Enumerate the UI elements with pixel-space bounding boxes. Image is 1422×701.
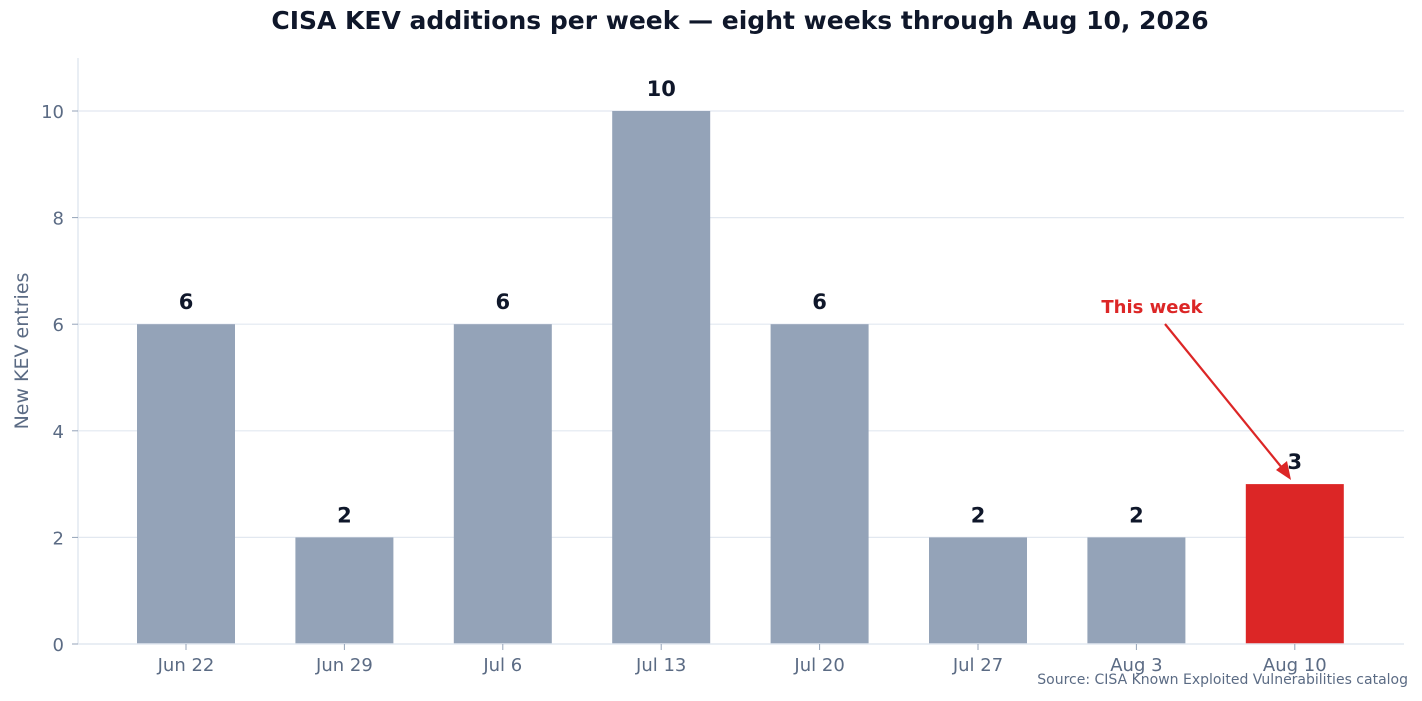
x-tick-label: Jun 22: [157, 655, 215, 676]
bar-value-label: 6: [812, 290, 827, 314]
bar-value-label: 6: [495, 290, 510, 314]
bar: [1087, 537, 1186, 644]
bar-value-label: 2: [971, 503, 986, 527]
bar: [612, 111, 711, 644]
bar-value-label: 6: [179, 290, 194, 314]
bar: [137, 324, 235, 644]
data-labels: 6 2 6 10 6 2 2 3: [179, 77, 1302, 527]
bar: [929, 537, 1027, 644]
annotation-arrowhead: [1276, 461, 1291, 480]
annotation: This week: [1101, 297, 1291, 480]
axes: 0 2 4 6 8 10 Jun 22 Jun 29 Jul 6 Jul 13 Jul 20 Jul …: [41, 58, 1404, 676]
x-tick-label: Aug 3: [1110, 655, 1162, 676]
bar-value-label: 3: [1287, 450, 1302, 474]
y-tick-label: 10: [41, 102, 64, 123]
gridlines: [78, 110, 1404, 539]
annotation-label: This week: [1101, 297, 1203, 318]
x-tick-label: Jul 13: [635, 655, 686, 676]
bar: [295, 537, 394, 644]
chart-title: CISA KEV additions per week — eight week…: [271, 6, 1209, 35]
x-tick-label: Jul 20: [793, 655, 844, 676]
bar: [770, 324, 869, 644]
x-tick-label: Aug 10: [1263, 655, 1327, 676]
x-tick-label: Jul 6: [482, 655, 522, 676]
bar: [453, 324, 552, 644]
y-tick-label: 0: [53, 635, 64, 656]
y-tick-label: 8: [53, 209, 64, 230]
bar-value-label: 2: [1129, 503, 1144, 527]
x-tick-label: Jun 29: [315, 655, 373, 676]
bar-value-label: 2: [337, 503, 352, 527]
y-tick-label: 6: [53, 315, 64, 336]
x-tick-label: Jul 27: [952, 655, 1003, 676]
source-note: Source: CISA Known Exploited Vulnerabili…: [1037, 672, 1408, 688]
bar: [1245, 484, 1344, 644]
y-tick-label: 2: [53, 528, 64, 549]
y-tick-label: 4: [53, 422, 64, 443]
annotation-arrow: [1164, 323, 1288, 475]
y-axis-label: New KEV entries: [11, 273, 33, 430]
bar-value-label: 10: [647, 77, 676, 101]
bars: [137, 111, 1344, 644]
